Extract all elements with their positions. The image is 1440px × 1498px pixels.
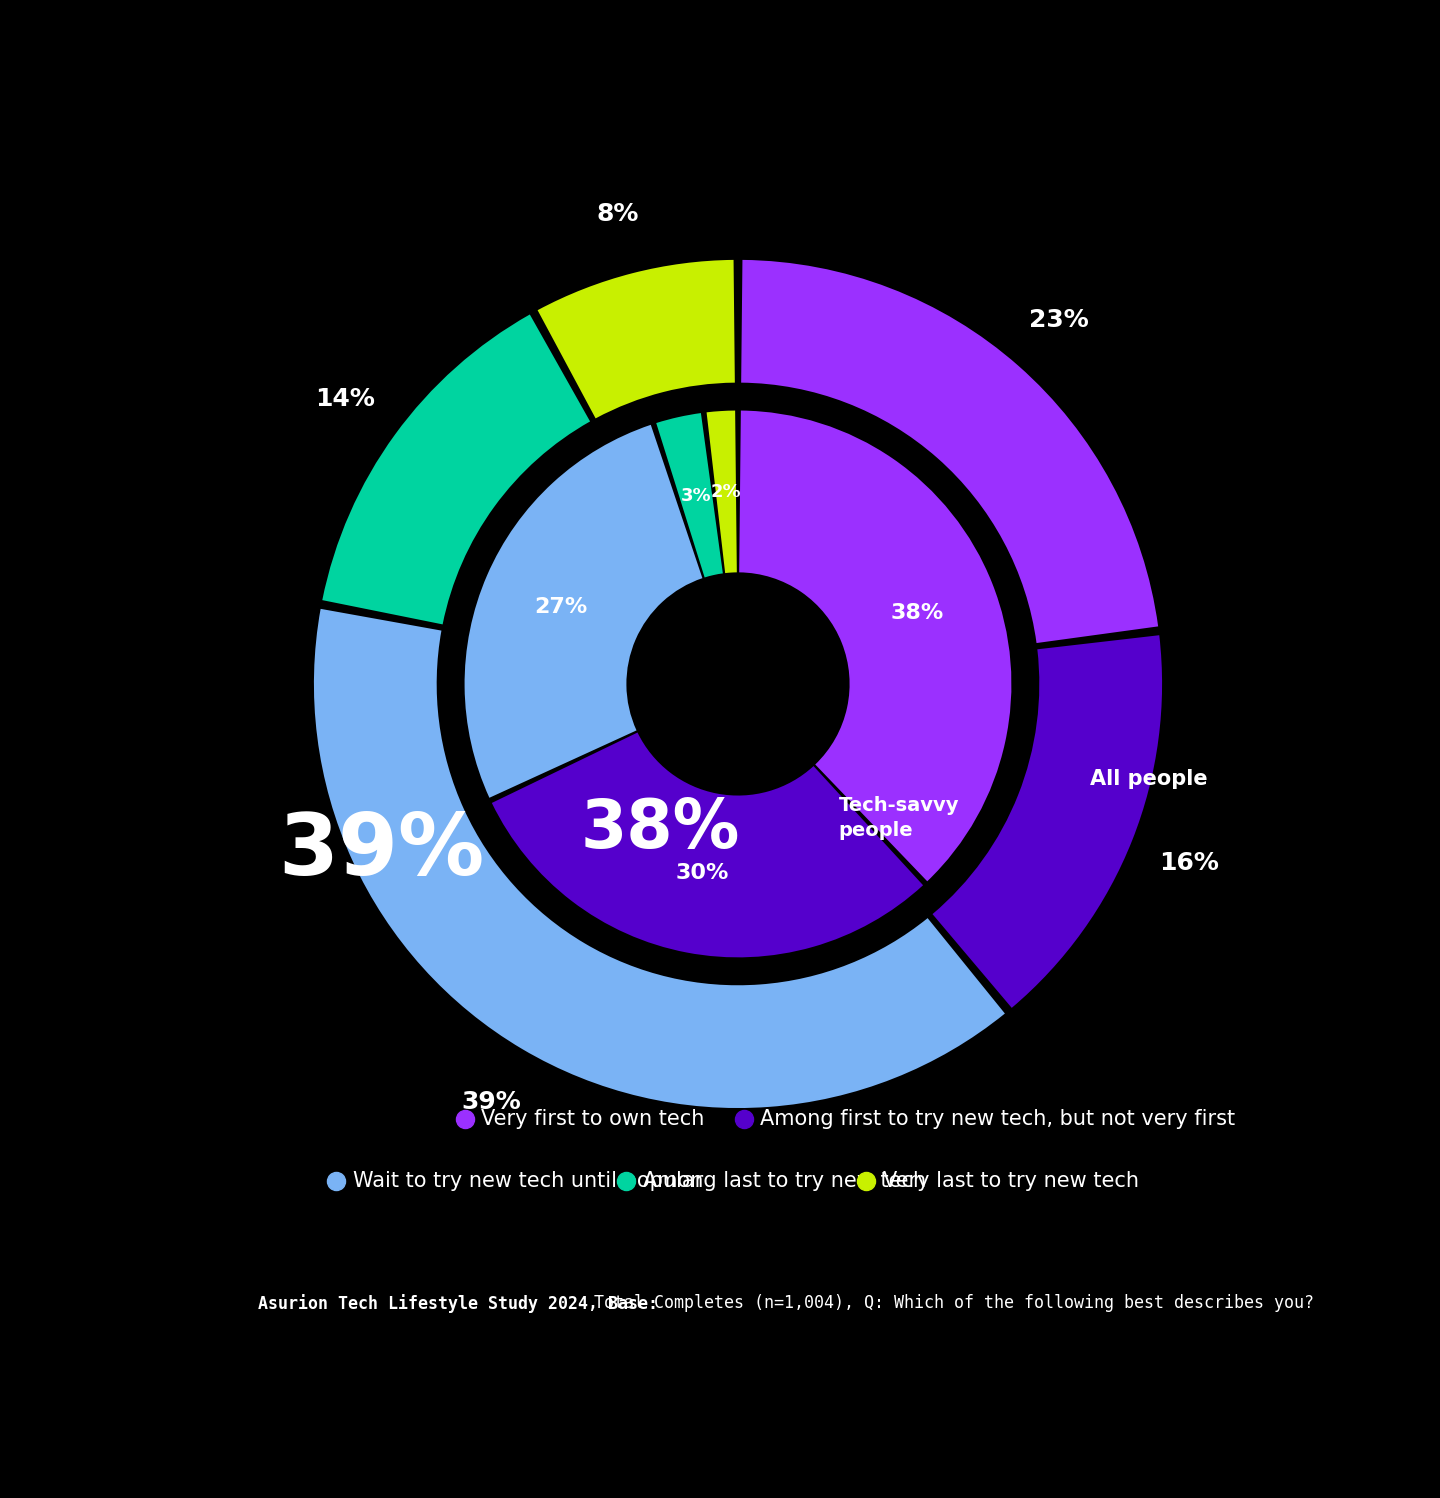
Wedge shape	[707, 410, 737, 574]
Wedge shape	[314, 608, 1005, 1109]
Text: 14%: 14%	[315, 386, 376, 410]
Text: 3%: 3%	[681, 487, 711, 505]
Wedge shape	[742, 259, 1158, 643]
Text: 30%: 30%	[675, 863, 729, 882]
Text: 38%: 38%	[580, 795, 740, 861]
Text: Asurion Tech Lifestyle Study 2024, Base:: Asurion Tech Lifestyle Study 2024, Base:	[258, 1294, 658, 1312]
Wedge shape	[492, 733, 923, 957]
Text: 38%: 38%	[890, 604, 943, 623]
Text: Very last to try new tech: Very last to try new tech	[883, 1170, 1139, 1191]
Text: Among first to try new tech, but not very first: Among first to try new tech, but not ver…	[760, 1109, 1236, 1129]
Wedge shape	[933, 635, 1162, 1008]
Text: Total Completes (n=1,004), Q: Which of the following best describes you?: Total Completes (n=1,004), Q: Which of t…	[585, 1294, 1313, 1312]
Text: All people: All people	[1090, 768, 1207, 789]
Text: Among last to try new tech: Among last to try new tech	[644, 1170, 926, 1191]
Text: 8%: 8%	[596, 202, 638, 226]
Text: Tech-savvy
people: Tech-savvy people	[838, 795, 959, 840]
Text: Very first to own tech: Very first to own tech	[481, 1109, 704, 1129]
Text: 16%: 16%	[1159, 851, 1220, 875]
Wedge shape	[323, 315, 590, 625]
Wedge shape	[657, 413, 723, 577]
Text: 27%: 27%	[534, 598, 588, 617]
Wedge shape	[465, 425, 703, 798]
Text: 39%: 39%	[278, 810, 484, 893]
Text: 2%: 2%	[710, 482, 742, 500]
Wedge shape	[537, 259, 734, 418]
Text: 39%: 39%	[461, 1091, 521, 1115]
Text: Wait to try new tech until popular: Wait to try new tech until popular	[353, 1170, 703, 1191]
Wedge shape	[739, 410, 1011, 881]
Text: 23%: 23%	[1030, 307, 1089, 331]
